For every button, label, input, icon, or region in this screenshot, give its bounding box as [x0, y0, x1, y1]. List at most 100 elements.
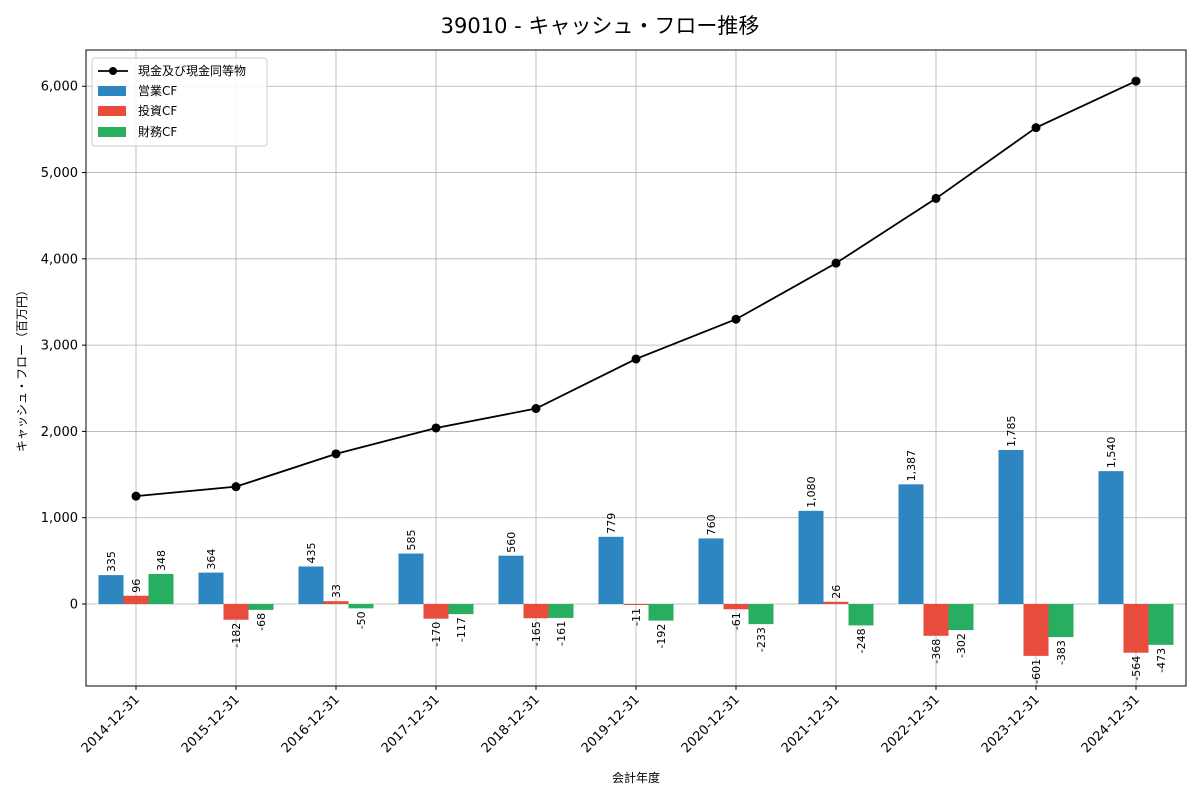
legend-swatch-financing: [98, 127, 126, 137]
bar-financing: [348, 604, 374, 609]
x-tick-label: 2018-12-31: [479, 692, 543, 756]
bar-operating: [398, 553, 424, 605]
cash-line-point: [831, 258, 841, 268]
bar-investing: [723, 604, 749, 610]
bar-investing: [1023, 604, 1049, 656]
bar-value-label: -182: [230, 623, 243, 648]
cash-line-point: [531, 404, 541, 414]
bar-operating: [298, 566, 324, 605]
bar-financing: [548, 604, 574, 618]
legend-label-cash: 現金及び現金同等物: [138, 63, 246, 78]
bar-value-label: -11: [630, 608, 643, 626]
bar-value-label: 26: [830, 585, 843, 599]
x-tick-label: 2021-12-31: [779, 692, 843, 756]
bar-value-label: -233: [755, 627, 768, 652]
bar-value-label: -368: [930, 639, 943, 664]
bar-value-label: -68: [255, 613, 268, 631]
bar-value-label: -50: [355, 611, 368, 629]
x-tick-label: 2024-12-31: [1079, 692, 1143, 756]
bar-value-label: -192: [655, 624, 668, 649]
bar-operating: [98, 575, 124, 605]
bar-value-label: -383: [1055, 640, 1068, 665]
bar-operating: [998, 449, 1024, 605]
bar-value-label: -165: [530, 621, 543, 646]
bar-value-label: -170: [430, 622, 443, 647]
grid-layer: [86, 50, 1186, 686]
x-tick-label: 2015-12-31: [179, 692, 243, 756]
bar-investing: [423, 604, 449, 619]
cash-line-point: [431, 423, 441, 433]
bar-value-label: 435: [305, 542, 318, 563]
bar-investing: [623, 604, 649, 605]
bar-investing: [123, 595, 149, 605]
bar-financing: [748, 604, 774, 625]
bar-operating: [498, 555, 524, 605]
bar-value-label: 348: [155, 550, 168, 571]
bar-investing: [823, 601, 849, 605]
bar-operating: [698, 538, 724, 605]
cash-line-point: [1031, 123, 1041, 133]
bar-value-label: 760: [705, 514, 718, 535]
bar-investing: [523, 604, 549, 619]
bar-operating: [798, 510, 824, 605]
bar-financing: [648, 604, 674, 621]
bar-value-label: 1,785: [1005, 415, 1018, 447]
bar-investing: [223, 604, 249, 620]
bar-value-label: 1,387: [905, 450, 918, 482]
legend-marker-swatch: [109, 67, 117, 75]
cash-line-point: [331, 449, 341, 459]
y-tick-label: 5,000: [41, 166, 78, 181]
x-axis-title: 会計年度: [612, 770, 660, 785]
bar-value-label: 779: [605, 513, 618, 534]
bar-value-label: 364: [205, 549, 218, 570]
legend-label-financing: 財務CF: [138, 124, 177, 139]
bar-value-label: 33: [330, 584, 343, 598]
y-axis-title: キャッシュ・フロー（百万円）: [15, 284, 29, 452]
legend-label-investing: 投資CF: [138, 103, 177, 118]
bar-financing: [948, 604, 974, 631]
x-tick-label: 2022-12-31: [879, 692, 943, 756]
label-layer: 335 364 435 585 560 779 760 1,080 1,387 1,785 1,54…: [105, 415, 1168, 683]
bar-investing: [1123, 604, 1149, 653]
cash-line-point: [731, 314, 741, 324]
bar-financing: [1148, 604, 1174, 645]
cash-line-point: [131, 491, 141, 501]
x-tick-label: 2014-12-31: [79, 692, 143, 756]
line-layer: [131, 76, 1141, 501]
x-tick-label: 2016-12-31: [279, 692, 343, 756]
legend-box: [91, 57, 268, 147]
x-tick-label: 2020-12-31: [679, 692, 743, 756]
bar-value-label: 1,080: [805, 476, 818, 508]
bar-operating: [198, 572, 224, 605]
cash-line-point: [231, 482, 241, 492]
legend-swatch-investing: [98, 106, 126, 116]
bar-financing: [448, 604, 474, 615]
bar-financing: [248, 604, 274, 610]
bar-value-label: 585: [405, 530, 418, 551]
axis-layer: 0 1,000 2,000 3,000 4,000 5,000 6,000 2014-12-3…: [41, 80, 1143, 757]
legend-label-operating: 営業CF: [138, 84, 177, 98]
bar-value-label: -564: [1130, 656, 1143, 681]
bar-investing: [323, 601, 349, 605]
y-tick-label: 2,000: [41, 425, 78, 440]
bar-operating: [1098, 471, 1124, 605]
bar-value-label: 96: [130, 579, 143, 593]
chart-title: 39010 - キャッシュ・フロー推移: [441, 14, 760, 38]
bar-value-label: -601: [1030, 659, 1043, 684]
bar-layer: [98, 449, 1174, 656]
legend-swatch-operating: [98, 86, 126, 96]
cash-line-point: [931, 193, 941, 203]
bar-investing: [923, 604, 949, 636]
bar-value-label: 335: [105, 551, 118, 572]
bar-financing: [148, 573, 174, 605]
bar-value-label: -473: [1155, 648, 1168, 673]
bar-financing: [1048, 604, 1074, 638]
bar-operating: [898, 484, 924, 605]
x-tick-label: 2023-12-31: [979, 692, 1043, 756]
y-tick-label: 0: [70, 598, 78, 613]
bar-value-label: 560: [505, 532, 518, 553]
cash-line-point: [631, 354, 641, 364]
y-tick-label: 6,000: [41, 80, 78, 95]
